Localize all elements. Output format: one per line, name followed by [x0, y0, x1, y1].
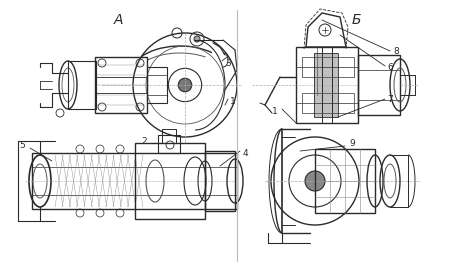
- Bar: [358, 55, 400, 115]
- Bar: [147, 67, 167, 103]
- Bar: [314, 53, 338, 117]
- Text: 3: 3: [225, 60, 231, 69]
- Text: 6: 6: [387, 63, 393, 72]
- Bar: [95, 57, 147, 113]
- Bar: [302, 57, 354, 77]
- Text: 4: 4: [243, 149, 249, 157]
- Bar: [314, 53, 338, 117]
- Bar: [315, 149, 375, 213]
- Text: 5: 5: [19, 141, 25, 150]
- Bar: [302, 93, 354, 113]
- Text: А: А: [113, 13, 123, 27]
- Text: 8: 8: [393, 47, 399, 56]
- Circle shape: [178, 78, 192, 92]
- Circle shape: [194, 36, 200, 42]
- Bar: [162, 129, 176, 143]
- Bar: [68, 61, 96, 109]
- Text: Б: Б: [351, 13, 361, 27]
- Text: 1: 1: [230, 96, 236, 105]
- Bar: [158, 135, 180, 153]
- Text: 7: 7: [387, 95, 393, 105]
- Bar: [32, 153, 237, 209]
- Text: 2: 2: [141, 137, 147, 146]
- Text: 1: 1: [272, 107, 278, 115]
- Text: 9: 9: [349, 140, 355, 149]
- Bar: [135, 143, 205, 219]
- Bar: [296, 47, 358, 123]
- Bar: [205, 151, 235, 211]
- Circle shape: [305, 171, 325, 191]
